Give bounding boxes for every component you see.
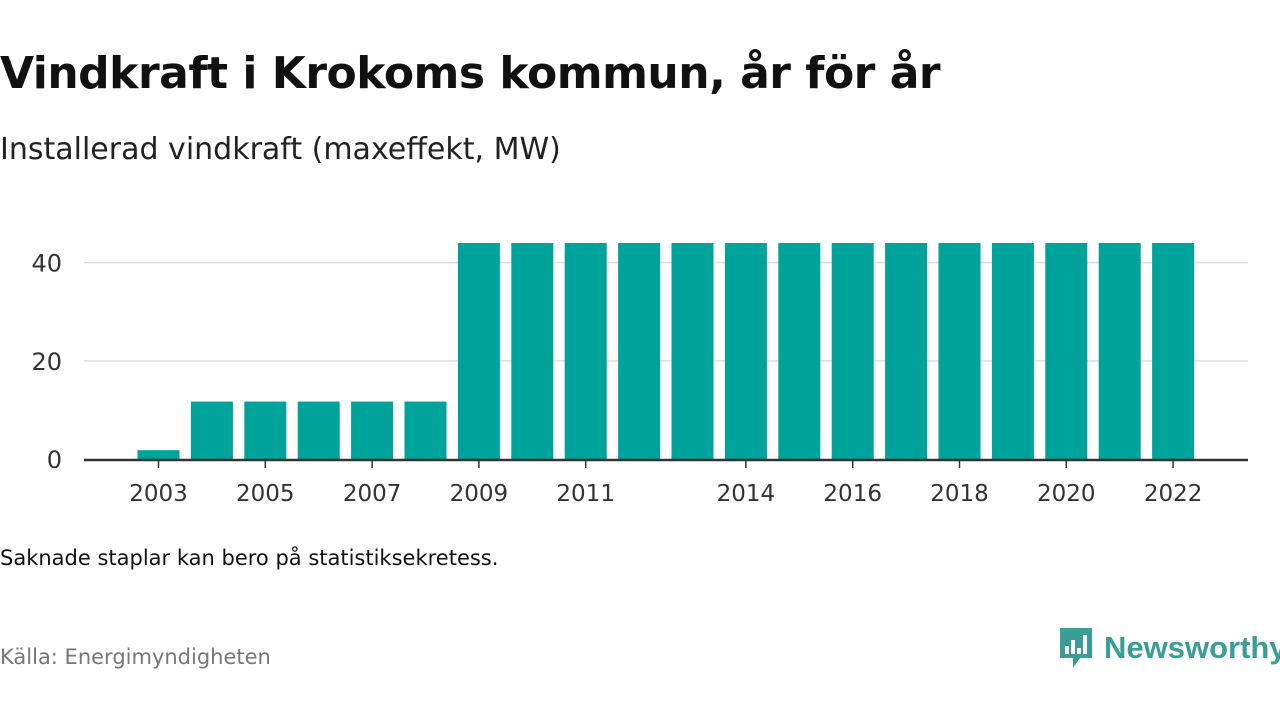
bar-2019: [991, 243, 1034, 459]
y-tick-label: 40: [31, 250, 62, 278]
y-tick-label: 0: [47, 446, 62, 474]
x-tick-label: 2011: [556, 481, 615, 507]
bar-2021: [1098, 243, 1141, 459]
bar-2005: [244, 401, 287, 459]
bar-2003: [137, 450, 180, 459]
bar-2009: [457, 243, 500, 459]
x-tick-label: 2018: [930, 481, 989, 507]
bar-2018: [938, 243, 981, 459]
chart-subtitle: Installerad vindkraft (maxeffekt, MW): [0, 132, 561, 167]
source-credit: Källa: Energimyndigheten: [0, 645, 271, 669]
x-tick-label: 2005: [236, 481, 295, 507]
bar-2020: [1045, 243, 1088, 459]
bar-2011: [564, 243, 607, 459]
bar-2022: [1152, 243, 1195, 459]
bar-2015: [778, 243, 821, 459]
tick-labels: 0 20 40 2003 2005 2007 2009 2011 2014 2016 2018 202…: [31, 250, 1202, 507]
newsworthy-chart-icon: [1060, 628, 1092, 668]
bar-2016: [831, 243, 874, 459]
bar-2013: [671, 243, 714, 459]
x-tick-label: 2003: [129, 481, 188, 507]
bar-2006: [297, 401, 340, 459]
x-tick-label: 2009: [450, 481, 509, 507]
x-tick-label: 2014: [717, 481, 776, 507]
bars: [137, 243, 1195, 459]
x-tick-label: 2022: [1144, 481, 1203, 507]
bar-2008: [404, 401, 447, 459]
x-tick-label: 2016: [823, 481, 882, 507]
y-tick-label: 20: [31, 348, 62, 376]
bar-2007: [351, 401, 394, 459]
bar-2012: [618, 243, 661, 459]
brand-name: Newsworthy: [1104, 630, 1280, 665]
chart-title: Vindkraft i Krokoms kommun, år för år: [0, 48, 941, 99]
footnote: Saknade staplar kan bero på statistiksek…: [0, 546, 499, 570]
x-tick-label: 2007: [343, 481, 402, 507]
bar-2004: [190, 401, 233, 459]
bar-chart: 0 20 40 2003 2005 2007 2009 2011 2014 2016 2018 202…: [31, 243, 1248, 507]
bar-2017: [885, 243, 928, 459]
bar-2010: [511, 243, 554, 459]
brand-logo: Newsworthy: [1058, 626, 1280, 670]
bar-2014: [724, 243, 767, 459]
x-tick-label: 2020: [1037, 481, 1096, 507]
axes: [84, 458, 1248, 468]
